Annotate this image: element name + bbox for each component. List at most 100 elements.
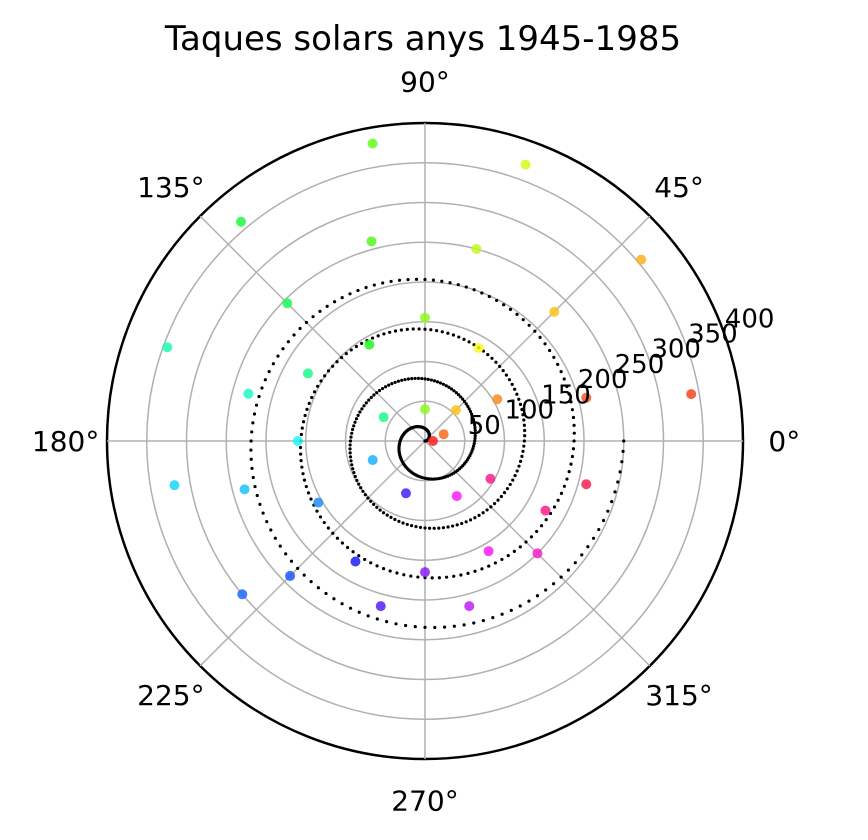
spiral-point xyxy=(499,494,503,499)
spiral-point xyxy=(613,490,617,494)
spiral-point xyxy=(404,623,408,628)
spiral-point xyxy=(522,418,526,422)
spiral-point xyxy=(276,354,280,358)
spiral-point xyxy=(376,334,380,338)
spiral-point xyxy=(413,625,417,629)
spiral-point xyxy=(493,561,497,565)
spiral-point xyxy=(375,617,379,621)
spiral-point xyxy=(440,330,444,334)
spiral-point xyxy=(513,473,517,478)
angular-gridline xyxy=(424,215,651,442)
spiral-point xyxy=(472,420,476,424)
spiral-point xyxy=(302,573,306,577)
spiral-point xyxy=(518,402,523,406)
spiral-point xyxy=(473,431,477,435)
spiral-point xyxy=(301,420,306,424)
spiral-point xyxy=(369,561,373,565)
theta-tick-label: 0° xyxy=(768,425,800,458)
spiral-point xyxy=(358,410,362,414)
spiral-point xyxy=(470,412,474,416)
spiral-point xyxy=(309,580,313,584)
spiral-point xyxy=(481,511,485,515)
spiral-point xyxy=(251,475,255,480)
scatter-point xyxy=(162,342,173,353)
spiral-point xyxy=(471,417,476,422)
spiral-point xyxy=(267,370,271,374)
spiral-point xyxy=(451,524,455,528)
chart-title: Taques solars anys 1945-1985 xyxy=(164,19,681,59)
spiral-point xyxy=(401,521,405,525)
spiral-point xyxy=(524,540,528,544)
spiral-point xyxy=(597,527,601,532)
spiral-point xyxy=(451,333,455,337)
spiral-point xyxy=(431,278,436,282)
spiral-point xyxy=(569,462,573,466)
scatter-point xyxy=(581,479,592,490)
spiral-point xyxy=(351,550,355,554)
spiral-point xyxy=(349,435,353,439)
spiral-point xyxy=(249,457,253,461)
r-tick-label: 200 xyxy=(578,365,628,395)
spiral-point xyxy=(515,392,519,396)
spiral-point xyxy=(618,470,622,474)
spiral-point xyxy=(326,526,330,530)
spiral-point xyxy=(472,288,476,292)
spiral-point xyxy=(571,415,576,420)
spiral-point xyxy=(367,398,371,402)
spiral-point xyxy=(363,493,367,497)
spiral-point xyxy=(544,588,548,592)
spiral-point xyxy=(260,386,264,390)
spiral-point xyxy=(395,571,399,575)
spiral-point xyxy=(518,604,522,608)
theta-tick-label: 90° xyxy=(400,66,450,99)
theta-tick-label: 180° xyxy=(32,425,99,458)
spiral-point xyxy=(271,362,275,366)
scatter-point xyxy=(686,389,697,400)
spiral-point xyxy=(487,294,491,299)
spiral-point xyxy=(511,478,515,482)
spiral-point xyxy=(255,493,259,498)
spiral-point xyxy=(301,472,305,476)
scatter-point xyxy=(473,343,484,354)
scatter-point xyxy=(451,491,462,502)
spiral-point xyxy=(559,491,564,495)
scatter-point xyxy=(420,567,430,578)
spiral-point xyxy=(315,509,319,513)
spiral-point xyxy=(435,380,440,384)
spiral-point xyxy=(352,424,356,428)
spiral-point xyxy=(318,515,323,519)
spiral-point xyxy=(459,573,463,577)
spiral-point xyxy=(377,388,382,393)
spiral-point xyxy=(444,384,448,388)
spiral-point xyxy=(375,564,379,568)
spiral-point xyxy=(610,500,614,504)
spiral-point xyxy=(299,452,303,456)
spiral-point xyxy=(473,426,477,430)
spiral-point xyxy=(523,434,527,438)
spiral-point xyxy=(462,337,466,341)
spiral-point xyxy=(380,386,385,391)
spiral-point xyxy=(370,336,375,340)
spiral-point xyxy=(413,376,417,381)
spiral-point xyxy=(389,279,393,284)
spiral-point xyxy=(312,390,317,394)
spiral-point xyxy=(348,451,352,455)
spiral-point xyxy=(269,528,273,532)
spiral-point xyxy=(518,545,522,549)
spiral-point xyxy=(552,355,556,359)
spiral-point xyxy=(490,356,494,360)
spiral-point xyxy=(324,591,328,596)
spiral-point xyxy=(515,312,519,316)
spiral-point xyxy=(433,625,437,630)
spiral-point xyxy=(344,352,348,356)
spiral-point xyxy=(364,285,368,290)
spiral-point xyxy=(502,491,507,495)
spiral-point xyxy=(508,482,512,487)
spiral-point xyxy=(351,467,355,471)
spiral-point xyxy=(440,279,444,283)
scatter-point xyxy=(549,306,560,317)
scatter-point xyxy=(282,298,293,309)
spiral-point xyxy=(385,620,389,624)
spiral-point xyxy=(522,423,526,427)
